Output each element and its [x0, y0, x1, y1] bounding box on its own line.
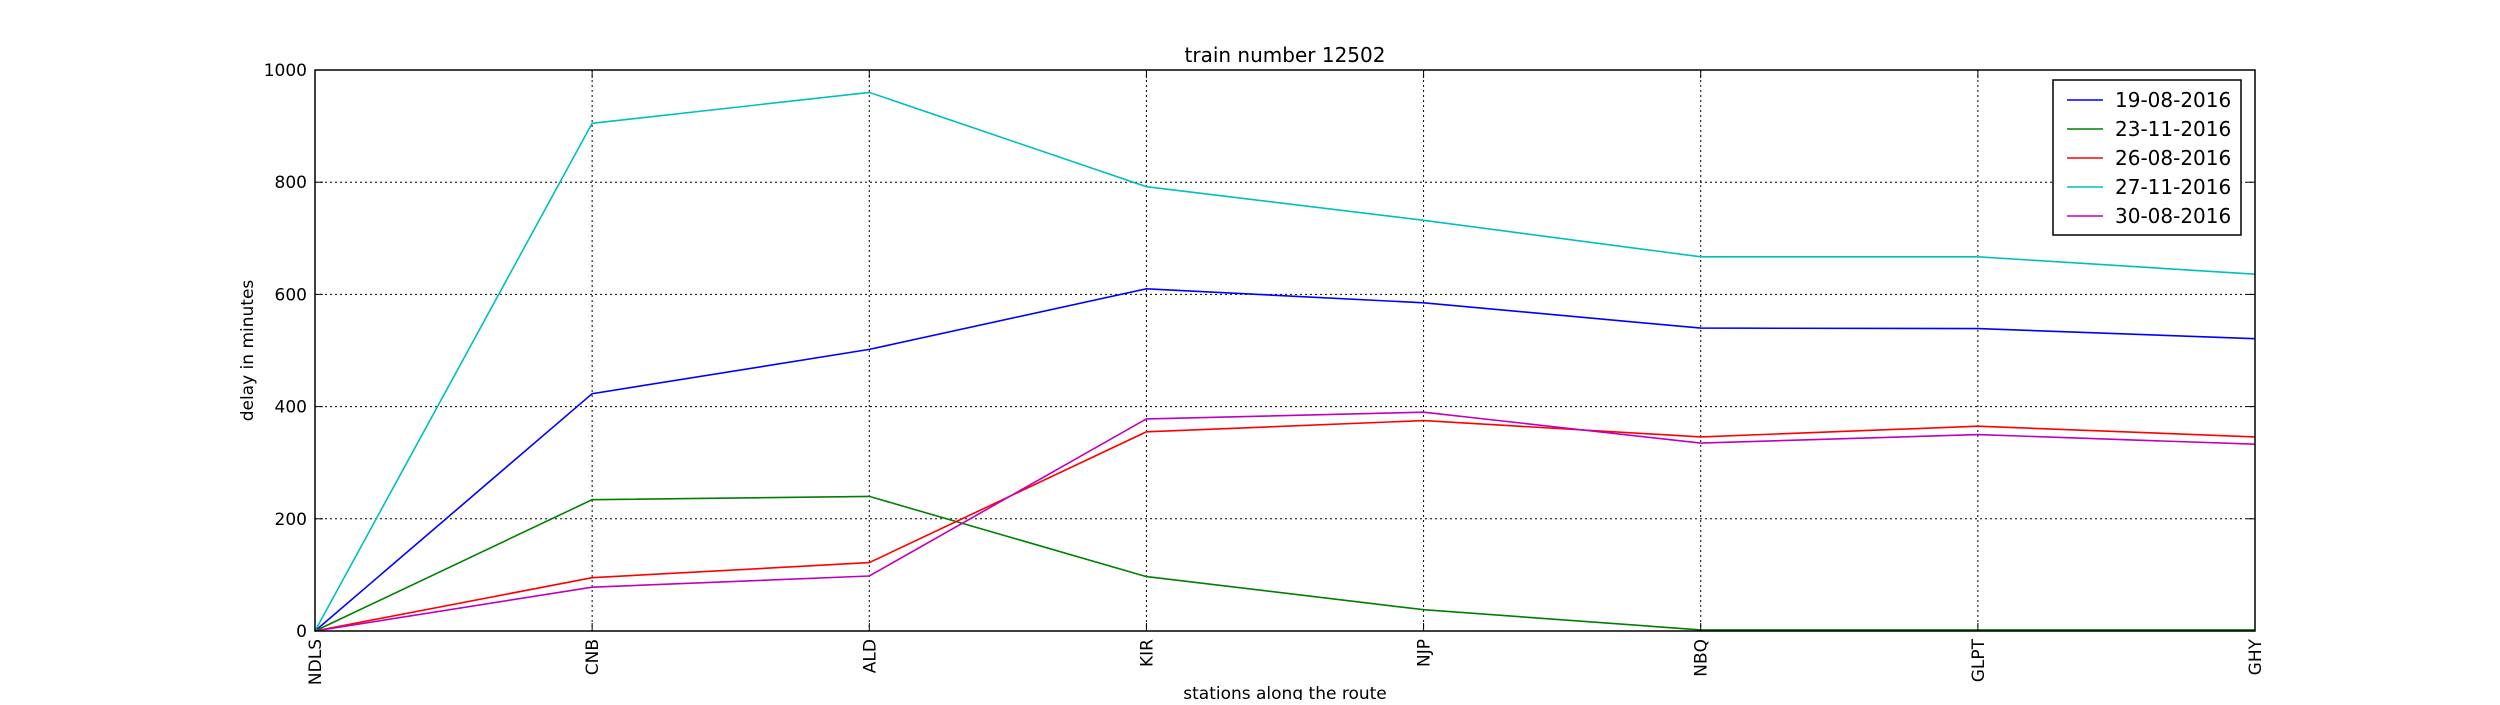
- x-tick-label: GLPT: [1969, 638, 1989, 682]
- legend-label: 19-08-2016: [2115, 88, 2231, 112]
- y-axis-label: delay in minutes: [238, 280, 258, 422]
- x-tick-label: NBQ: [1692, 639, 1712, 677]
- x-tick-label: GHY: [2246, 638, 2266, 675]
- y-tick-label: 400: [275, 398, 307, 418]
- series-line: [314, 91, 2256, 632]
- chart-title: train number 12502: [1185, 43, 1386, 67]
- x-tick-label: NJP: [1415, 639, 1435, 667]
- y-tick-label: 800: [275, 173, 307, 193]
- series-line: [314, 411, 2256, 632]
- x-tick-label: ALD: [860, 639, 880, 673]
- series-line: [314, 287, 2256, 632]
- series-line: [314, 495, 2255, 632]
- legend-label: 27-11-2016: [2115, 175, 2231, 199]
- series-line: [314, 419, 2256, 632]
- legend: 19-08-2016 23-11-2016 26-08-2016 27-11-2016…: [2052, 79, 2242, 236]
- y-tick-label: 1000: [264, 61, 307, 81]
- y-tick-label: 600: [275, 285, 307, 305]
- x-tick-label: KIR: [1137, 639, 1157, 667]
- legend-label: 23-11-2016: [2115, 117, 2231, 141]
- x-axis-ticks: NDLS CNB ALD KIR NJP NBQ GLPT GHY: [306, 70, 2266, 685]
- plot-frame: [314, 69, 2256, 632]
- series-lines: [314, 91, 2256, 632]
- x-tick-label: CNB: [583, 639, 603, 675]
- legend-label: 26-08-2016: [2115, 146, 2231, 170]
- grid-lines: [315, 70, 2255, 631]
- x-tick-label: NDLS: [306, 639, 326, 685]
- y-tick-label: 0: [296, 622, 307, 642]
- y-tick-label: 200: [275, 510, 307, 530]
- legend-label: 30-08-2016: [2115, 204, 2231, 228]
- x-axis-label: stations along the route: [1183, 684, 1387, 700]
- y-axis-ticks: 0 200 400 600 800 1000: [264, 61, 2255, 642]
